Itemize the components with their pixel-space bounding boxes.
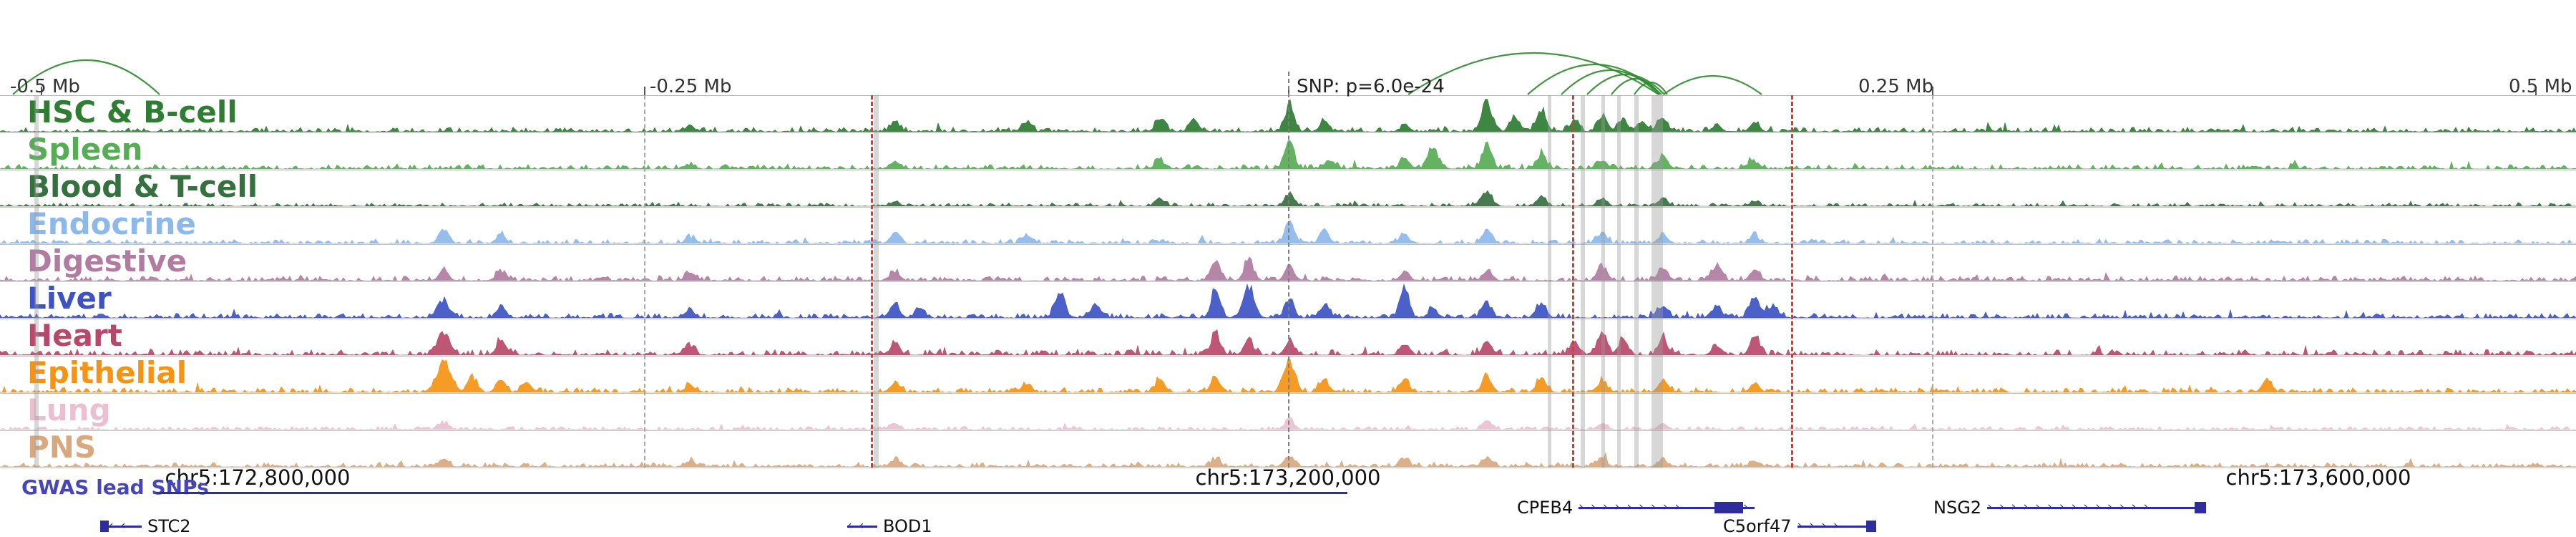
snp-pvalue-label: SNP: p=6.0e-24 — [1297, 76, 1445, 97]
track-label-blood-t-cell: Blood & T-cell — [27, 169, 258, 204]
gene-c5orf47[interactable]: C5orf47 ›››› — [1717, 518, 1876, 535]
gene-label-bod1: BOD1 — [883, 516, 932, 536]
gene-label-cpeb4: CPEB4 — [1517, 498, 1574, 518]
coordinate-label-left: chr5:172,800,000 — [165, 465, 351, 490]
unnamed-gene-line[interactable] — [156, 492, 1347, 494]
gene-bod1[interactable]: ‹‹ BOD1 — [847, 518, 938, 535]
interaction-arcs-layer — [12, 52, 1762, 95]
gene-intron-line-strand-minus: ‹‹ — [847, 519, 877, 533]
track-label-digestive: Digestive — [27, 243, 187, 279]
gene-label-nsg2: NSG2 — [1933, 498, 1982, 518]
gene-intron-line-strand-plus: ›››› — [1797, 519, 1866, 533]
gene-exon-box — [2195, 502, 2207, 513]
track-label-heart: Heart — [27, 318, 122, 353]
interaction-arc — [1561, 69, 1659, 95]
gene-label-c5orf47: C5orf47 — [1723, 516, 1792, 536]
track-label-spleen: Spleen — [27, 132, 143, 167]
track-label-endocrine: Endocrine — [27, 206, 196, 241]
track-label-hsc-b-cell: HSC & B-cell — [27, 95, 238, 130]
gene-exon-box — [100, 521, 109, 532]
track-label-liver: Liver — [27, 281, 112, 316]
gene-exon-box — [1714, 502, 1744, 513]
interaction-arc — [12, 59, 160, 95]
gene-intron-line-strand-plus: ›››››››››››››› — [1987, 500, 2195, 515]
interaction-arc — [1611, 77, 1661, 95]
track-label-epithelial: Epithelial — [27, 355, 187, 390]
gwas-lead-snps-label: GWAS lead SNPs — [21, 475, 209, 499]
axis-tick-label-minus-0.25mb: -0.25 Mb — [650, 76, 732, 97]
interaction-arc — [1663, 75, 1762, 95]
track-label-lung: Lung — [27, 392, 111, 427]
gene-stc2[interactable]: ‹‹ STC2 — [100, 518, 197, 535]
interaction-arc — [1407, 52, 1659, 95]
coordinate-label-center: chr5:173,200,000 — [1195, 465, 1381, 490]
gene-intron-line-strand-minus: ‹‹ — [109, 519, 142, 533]
interaction-arc — [1586, 73, 1665, 95]
axis-tick-label-minus-0.5mb: -0.5 Mb — [10, 76, 80, 97]
gene-intron-line-strand-plus: ››››››››› — [1579, 500, 1715, 515]
gene-label-stc2: STC2 — [147, 516, 191, 536]
gene-cpeb4[interactable]: CPEB4 ››››››››› › — [1511, 499, 1755, 516]
axis-tick-label-plus-0.25mb: 0.25 Mb — [1858, 76, 1934, 97]
gene-intron-line-strand-plus: › — [1743, 500, 1755, 515]
coordinate-label-right: chr5:173,600,000 — [2225, 465, 2411, 490]
track-label-pns: PNS — [27, 430, 97, 465]
axis-tick-label-plus-0.5mb: 0.5 Mb — [2509, 76, 2572, 97]
interaction-arc — [1634, 82, 1668, 95]
gene-nsg2[interactable]: NSG2 ›››››››››››››› — [1928, 498, 2207, 518]
gene-exon-box — [1865, 521, 1876, 532]
